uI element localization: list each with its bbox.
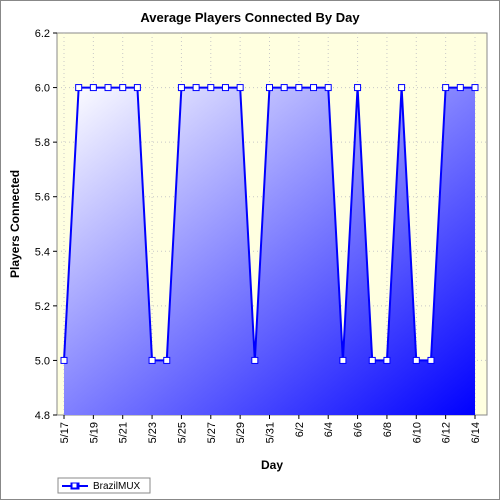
x-tick-label: 5/29: [235, 422, 247, 443]
x-tick-label: 5/23: [147, 422, 159, 443]
y-tick-label: 5.2: [35, 301, 50, 313]
data-point: [89, 84, 97, 92]
data-point: [75, 84, 83, 92]
data-point: [119, 84, 127, 92]
x-tick-label: 6/4: [323, 422, 335, 437]
x-tick-label: 5/27: [206, 422, 218, 443]
y-tick-label: 5.8: [35, 137, 50, 149]
data-point: [221, 84, 229, 92]
data-point: [280, 84, 288, 92]
legend-box: [57, 477, 151, 494]
x-tick-label: 6/12: [441, 422, 453, 443]
data-point: [177, 84, 185, 92]
x-axis-title: Day: [261, 458, 283, 472]
series-points: [60, 84, 479, 364]
x-tick-label: 6/2: [294, 422, 306, 437]
data-point: [133, 84, 141, 92]
data-point: [266, 84, 273, 92]
data-point: [427, 356, 435, 364]
y-axis-ticks: 4.8 5.0 5.2 5.4 5.6 5.8 6.0 6.2: [35, 28, 57, 422]
legend-swatch-marker: [71, 482, 78, 489]
x-tick-label: 6/8: [382, 422, 394, 437]
y-tick-label: 5.0: [35, 355, 50, 367]
data-point: [442, 84, 450, 92]
data-point: [236, 84, 244, 92]
y-tick-label: 4.8: [35, 410, 50, 422]
y-axis-title: Players Connected: [8, 170, 22, 278]
chart-title: Average Players Connected By Day: [140, 10, 360, 25]
data-point: [368, 356, 376, 364]
x-tick-label: 6/14: [470, 422, 482, 443]
data-point: [163, 356, 171, 364]
legend-label-brazilmux: BrazilMUX: [93, 481, 141, 492]
y-tick-label: 5.4: [35, 246, 50, 258]
x-tick-label: 5/17: [59, 422, 71, 443]
x-tick-label: 5/31: [265, 422, 277, 443]
data-point: [148, 356, 156, 364]
data-point: [339, 356, 347, 364]
x-tick-label: 5/19: [88, 422, 100, 443]
data-point: [60, 356, 68, 364]
legend: BrazilMUX: [57, 477, 151, 494]
data-point: [412, 356, 420, 364]
data-point: [310, 84, 318, 92]
data-point: [192, 84, 200, 92]
data-point: [207, 84, 215, 92]
x-tick-label: 6/10: [411, 422, 423, 443]
y-tick-label: 6.2: [35, 28, 50, 40]
y-tick-label: 5.6: [35, 192, 50, 204]
y-tick-label: 6.0: [35, 83, 50, 95]
data-point: [251, 356, 259, 364]
data-point: [471, 84, 479, 92]
x-tick-label: 6/6: [353, 422, 365, 437]
data-point: [456, 84, 464, 92]
data-point: [398, 84, 406, 92]
data-point: [104, 84, 112, 92]
x-tick-label: 5/25: [176, 422, 188, 443]
data-point: [354, 84, 362, 92]
data-point: [324, 84, 332, 92]
data-point: [383, 356, 391, 364]
x-tick-label: 5/21: [118, 422, 130, 443]
data-point: [295, 84, 303, 92]
series-area-fill: [64, 87, 475, 416]
x-axis-ticks: 5/17 5/19 5/21 5/23 5/25 5/27 5/29 5/31 6/2 6/4 6/…: [59, 415, 482, 443]
